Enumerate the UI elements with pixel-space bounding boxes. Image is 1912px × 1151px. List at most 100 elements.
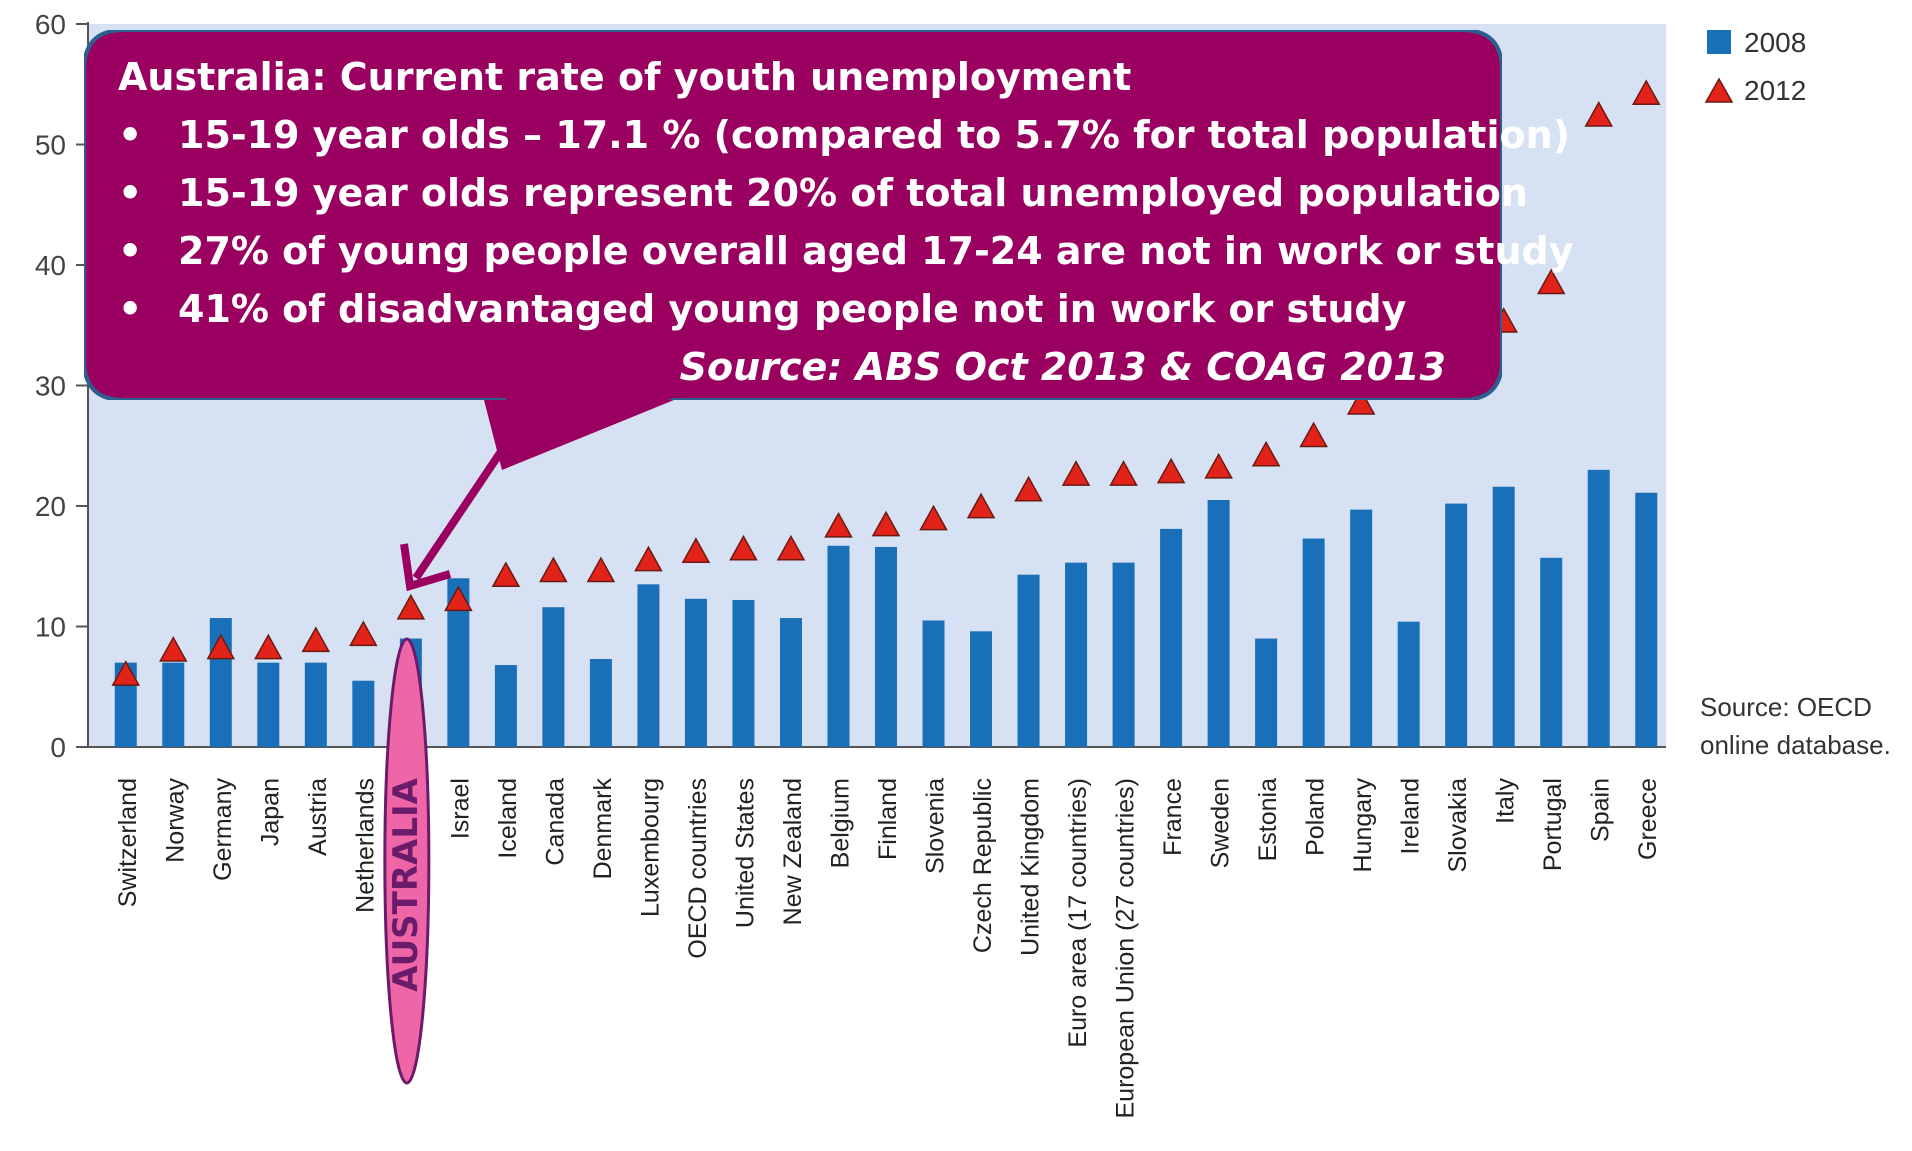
bar-2008 <box>352 680 375 747</box>
x-tick-label: European Union (27 countries) <box>1112 778 1140 1118</box>
x-tick-label: New Zealand <box>779 778 807 925</box>
x-tick-label: Poland <box>1302 778 1330 856</box>
bar-2008 <box>162 662 185 747</box>
bar-2008 <box>1017 574 1040 747</box>
bar-2008 <box>1397 621 1420 747</box>
y-tick-label: 30 <box>35 371 66 402</box>
x-tick-label: United States <box>731 778 759 928</box>
x-axis-labels: Switzerland Norway Germany Japan Austria Neth… <box>114 777 1662 1118</box>
legend: 2008 2012 <box>1704 27 1806 106</box>
callout-pointer <box>484 400 674 470</box>
x-tick-label: Netherlands <box>351 778 379 913</box>
marker-2012 <box>824 511 853 538</box>
callout-title: Australia: Current rate of youth unemplo… <box>118 55 1132 99</box>
marker-2012 <box>1536 268 1566 295</box>
x-tick-label: Hungary <box>1349 778 1377 873</box>
marker-2012 <box>776 534 806 561</box>
callout-bullet: 41% of disadvantaged young people not in… <box>118 280 1478 338</box>
marker-2012 <box>919 504 948 531</box>
x-tick-label: Denmark <box>589 778 617 880</box>
y-tick-label: 10 <box>35 612 66 643</box>
y-tick-label: 20 <box>35 491 66 522</box>
marker-2012 <box>634 545 663 572</box>
side-source-line: Source: OECD <box>1700 692 1872 722</box>
bar-2008 <box>1540 557 1563 747</box>
y-tick-label: 60 <box>35 9 66 40</box>
x-tick-label: Euro area (17 countries) <box>1064 778 1092 1048</box>
bar-2008 <box>1492 486 1515 747</box>
legend-label-2008: 2008 <box>1744 27 1806 58</box>
bar-2008 <box>1255 638 1278 747</box>
bar-2008 <box>1207 499 1230 747</box>
marker-2012 <box>1299 421 1328 448</box>
callout-bullets: 15-19 year olds – 17.1 % (compared to 5.… <box>118 106 1573 338</box>
x-tick-label: Luxembourg <box>636 778 664 917</box>
side-source-note: Source: OECD online database. <box>1700 688 1891 764</box>
x-tick-label: Italy <box>1492 778 1520 824</box>
marker-2012 <box>1014 475 1043 502</box>
marker-2012 <box>871 510 901 537</box>
x-tick-label: United Kingdom <box>1017 778 1045 956</box>
marker-2012 <box>444 585 473 612</box>
callout-arrow-head <box>400 543 452 592</box>
marker-2012 <box>1204 452 1233 479</box>
y-tick-label: 0 <box>50 732 66 763</box>
x-tick-label: Japan <box>256 778 284 846</box>
marker-2012 <box>349 620 378 647</box>
marker-2012 <box>396 593 426 620</box>
callout-text: Australia: Current rate of youth unemplo… <box>118 48 1573 396</box>
marker-2012 <box>158 636 188 662</box>
bar-2008 <box>779 618 802 747</box>
x-tick-label: Iceland <box>494 778 522 859</box>
x-tick-label: Norway <box>161 778 189 863</box>
marker-2012 <box>301 626 331 653</box>
bar-2008 <box>1587 469 1610 747</box>
legend-label-2012: 2012 <box>1744 75 1806 106</box>
legend-swatch-2012 <box>1704 77 1734 103</box>
x-tick-label: Sweden <box>1207 778 1235 868</box>
bar-2008 <box>827 545 850 747</box>
marker-2012 <box>1251 440 1281 467</box>
x-tick-label: AUSTRALIA <box>386 777 426 991</box>
marker-2012 <box>206 633 236 660</box>
bars-2008 <box>114 469 1658 747</box>
marker-2012 <box>111 660 141 686</box>
x-tick-label: Belgium <box>826 778 854 868</box>
bar-2008 <box>1445 503 1468 747</box>
callout-source: Source: ABS Oct 2013 & COAG 2013 <box>679 345 1446 389</box>
marker-2012 <box>586 556 616 583</box>
bar-2008 <box>970 631 993 747</box>
bar-2008 <box>875 546 897 747</box>
x-tick-label: Canada <box>541 778 569 866</box>
x-tick-label: Greece <box>1634 778 1662 860</box>
x-tick-label: Estonia <box>1254 778 1282 861</box>
bar-2008 <box>1160 528 1183 747</box>
bar-2008 <box>1065 562 1088 747</box>
x-tick-label: Austria <box>304 778 332 856</box>
x-tick-label: Spain <box>1587 778 1615 842</box>
x-tick-label: Ireland <box>1397 778 1425 854</box>
australia-ellipse <box>383 637 431 1085</box>
x-tick-label: France <box>1159 778 1187 856</box>
bar-2008 <box>1112 562 1135 747</box>
x-tick-label: Czech Republic <box>969 778 997 953</box>
bar-2008 <box>1350 509 1373 747</box>
marker-2012 <box>1346 389 1376 415</box>
marker-2012 <box>1156 457 1186 484</box>
marker-2012 <box>966 492 996 519</box>
x-tick-label: Israel <box>446 778 474 839</box>
marker-2012 <box>681 537 711 563</box>
x-tick-label: Slovenia <box>922 778 950 874</box>
callout-arrow <box>412 447 506 581</box>
bar-2008 <box>257 662 280 747</box>
callout-bullet: 15-19 year olds – 17.1 % (compared to 5.… <box>118 106 1570 164</box>
x-tick-label: OECD countries <box>684 778 712 959</box>
bar-2008 <box>304 662 327 747</box>
australia-highlight <box>383 637 431 1085</box>
marker-2012 <box>1631 79 1661 106</box>
marker-2012 <box>729 534 758 561</box>
marker-2012 <box>1584 101 1614 127</box>
bar-2008 <box>637 584 660 747</box>
bar-2008 <box>922 620 945 747</box>
